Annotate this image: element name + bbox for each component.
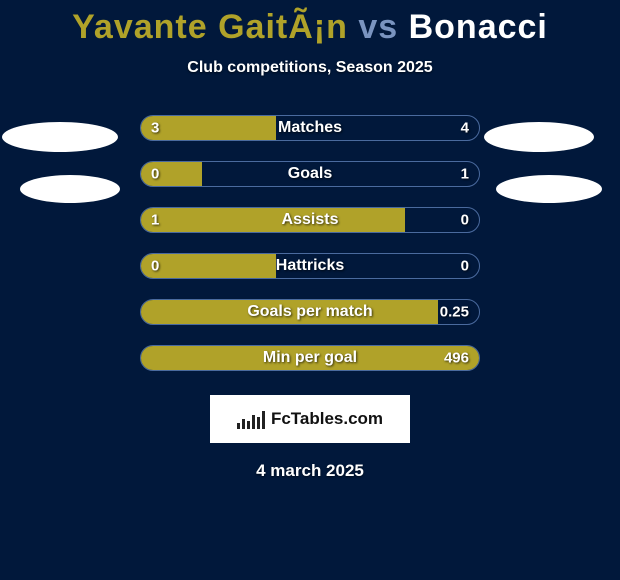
player2-value: 0.25 xyxy=(440,304,469,321)
logo-bar xyxy=(247,421,250,429)
logo-bar xyxy=(237,423,240,429)
stat-bar-track: Goals per match 0.25 xyxy=(140,299,480,325)
player1-value: 0 xyxy=(151,166,159,183)
player2-value: 4 xyxy=(461,120,469,137)
logo-bar xyxy=(252,415,255,429)
logo-bars-icon xyxy=(237,409,265,429)
player1-value: 3 xyxy=(151,120,159,137)
player1-name: Yavante GaitÃ¡n xyxy=(72,8,348,46)
player1-value: 0 xyxy=(151,258,159,275)
stat-label: Assists xyxy=(282,211,339,229)
player1-value: 1 xyxy=(151,212,159,229)
stat-row: Min per goal 496 xyxy=(0,335,620,381)
stat-bar-track: Hattricks 0 0 xyxy=(140,253,480,279)
logo-bar xyxy=(257,417,260,429)
player1-bar-fill xyxy=(141,208,405,232)
stat-label: Hattricks xyxy=(276,257,344,275)
avatar-placeholder xyxy=(496,175,602,203)
stat-bar-track: Assists 1 0 xyxy=(140,207,480,233)
player2-bar-fill xyxy=(202,162,479,186)
player2-name: Bonacci xyxy=(409,8,548,46)
vs-text: vs xyxy=(358,8,398,46)
stat-bar-track: Matches 3 4 xyxy=(140,115,480,141)
stat-label: Min per goal xyxy=(263,349,357,367)
logo-bar xyxy=(242,419,245,429)
stat-row: Goals per match 0.25 xyxy=(0,289,620,335)
player2-value: 496 xyxy=(444,350,469,367)
player2-value: 0 xyxy=(461,258,469,275)
stat-row: Assists 1 0 xyxy=(0,197,620,243)
stat-bar-track: Min per goal 496 xyxy=(140,345,480,371)
player2-value: 1 xyxy=(461,166,469,183)
stat-label: Matches xyxy=(278,119,342,137)
avatar-placeholder xyxy=(20,175,120,203)
avatar-placeholder xyxy=(484,122,594,152)
logo-text: FcTables.com xyxy=(271,409,383,429)
date-text: 4 march 2025 xyxy=(0,461,620,481)
fctables-logo: FcTables.com xyxy=(210,395,410,443)
stat-row: Hattricks 0 0 xyxy=(0,243,620,289)
player2-value: 0 xyxy=(461,212,469,229)
stat-label: Goals per match xyxy=(247,303,372,321)
stat-bar-track: Goals 0 1 xyxy=(140,161,480,187)
comparison-title: Yavante GaitÃ¡n vs Bonacci xyxy=(0,0,620,47)
stat-label: Goals xyxy=(288,165,332,183)
player1-bar-fill xyxy=(141,254,276,278)
avatar-placeholder xyxy=(2,122,118,152)
player1-bar-fill xyxy=(141,116,276,140)
logo-bar xyxy=(262,411,265,429)
subtitle: Club competitions, Season 2025 xyxy=(0,59,620,77)
